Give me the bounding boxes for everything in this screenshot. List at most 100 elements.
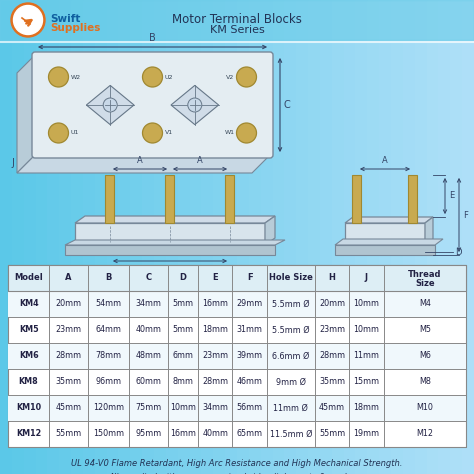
Polygon shape: [171, 85, 219, 125]
Bar: [356, 0, 367, 474]
Bar: [36, 0, 47, 474]
Bar: [83, 0, 95, 474]
Text: 28mm: 28mm: [55, 352, 82, 361]
Text: 18mm: 18mm: [354, 403, 379, 412]
Text: Thread: Thread: [408, 270, 441, 279]
Text: 45mm: 45mm: [55, 403, 82, 412]
Text: 120mm: 120mm: [93, 403, 124, 412]
Bar: [415, 0, 427, 474]
Text: B: B: [106, 273, 112, 283]
Bar: [201, 0, 213, 474]
Text: 11.5mm Ø: 11.5mm Ø: [270, 429, 312, 438]
Text: Size: Size: [415, 279, 435, 288]
Bar: [106, 175, 115, 223]
Text: 34mm: 34mm: [202, 403, 228, 412]
Bar: [8, 265, 466, 447]
Circle shape: [48, 123, 69, 143]
Text: 45mm: 45mm: [319, 403, 345, 412]
Text: 48mm: 48mm: [136, 352, 162, 361]
Text: 29mm: 29mm: [237, 300, 263, 309]
Text: 9mm Ø: 9mm Ø: [276, 377, 306, 386]
Text: W2: W2: [71, 74, 81, 80]
Text: C: C: [284, 100, 291, 110]
Bar: [65, 245, 275, 255]
Text: M12: M12: [416, 429, 433, 438]
Text: UL 94-V0 Flame Retardant, High Arc Resistance and High Mechanical Strength.: UL 94-V0 Flame Retardant, High Arc Resis…: [71, 459, 403, 468]
Text: E: E: [449, 191, 454, 201]
Bar: [353, 175, 362, 223]
Bar: [190, 0, 201, 474]
Polygon shape: [335, 239, 443, 245]
Bar: [118, 0, 130, 474]
Text: B: B: [149, 33, 156, 43]
Circle shape: [143, 67, 163, 87]
Text: 35mm: 35mm: [319, 377, 345, 386]
Circle shape: [48, 67, 69, 87]
Text: 10mm: 10mm: [170, 403, 196, 412]
Bar: [142, 0, 154, 474]
Bar: [284, 0, 296, 474]
Bar: [320, 0, 332, 474]
Polygon shape: [345, 217, 433, 223]
Bar: [367, 0, 379, 474]
Bar: [12, 0, 24, 474]
Text: 46mm: 46mm: [237, 377, 263, 386]
Text: 16mm: 16mm: [202, 300, 228, 309]
Text: H: H: [328, 273, 336, 283]
Text: 5.5mm Ø: 5.5mm Ø: [272, 326, 310, 335]
Text: 96mm: 96mm: [96, 377, 122, 386]
Bar: [273, 0, 284, 474]
Bar: [95, 0, 107, 474]
Text: Swift: Swift: [50, 14, 81, 24]
Polygon shape: [65, 240, 285, 245]
Text: J: J: [365, 273, 368, 283]
Text: D: D: [180, 273, 187, 283]
Text: M5: M5: [419, 326, 431, 335]
Bar: [75, 223, 265, 245]
Bar: [391, 0, 403, 474]
Bar: [345, 223, 425, 245]
Bar: [59, 0, 71, 474]
Text: 150mm: 150mm: [93, 429, 124, 438]
Text: 15mm: 15mm: [353, 377, 380, 386]
Text: KM Series: KM Series: [210, 25, 264, 35]
Text: 6.6mm Ø: 6.6mm Ø: [272, 352, 310, 361]
Text: A: A: [65, 273, 72, 283]
Text: Model: Model: [14, 273, 43, 283]
Text: H: H: [167, 265, 173, 274]
Bar: [335, 245, 435, 255]
Bar: [8, 265, 466, 291]
Bar: [24, 0, 36, 474]
FancyBboxPatch shape: [32, 52, 273, 158]
Bar: [261, 0, 273, 474]
Text: M4: M4: [419, 300, 431, 309]
Bar: [178, 0, 190, 474]
Text: V1: V1: [164, 130, 173, 136]
Text: 5mm: 5mm: [173, 326, 194, 335]
Bar: [154, 0, 166, 474]
Text: M8: M8: [419, 377, 431, 386]
Text: V2: V2: [226, 74, 235, 80]
Text: 10mm: 10mm: [354, 326, 379, 335]
Polygon shape: [86, 85, 134, 125]
Bar: [438, 0, 450, 474]
Bar: [249, 0, 261, 474]
Text: Hole Size: Hole Size: [269, 273, 313, 283]
Bar: [226, 175, 235, 223]
Text: Motor Terminal Blocks: Motor Terminal Blocks: [172, 13, 302, 26]
Text: 10mm: 10mm: [354, 300, 379, 309]
Bar: [379, 0, 391, 474]
Bar: [8, 291, 466, 317]
Text: Supplies: Supplies: [50, 23, 100, 33]
Bar: [344, 0, 356, 474]
Circle shape: [103, 98, 117, 112]
Text: 65mm: 65mm: [237, 429, 263, 438]
Circle shape: [188, 98, 202, 112]
Text: KM8: KM8: [19, 377, 38, 386]
Bar: [225, 0, 237, 474]
Text: 40mm: 40mm: [202, 429, 228, 438]
Text: 35mm: 35mm: [55, 377, 82, 386]
Text: U2: U2: [164, 74, 173, 80]
Text: 20mm: 20mm: [55, 300, 82, 309]
Text: M10: M10: [416, 403, 433, 412]
